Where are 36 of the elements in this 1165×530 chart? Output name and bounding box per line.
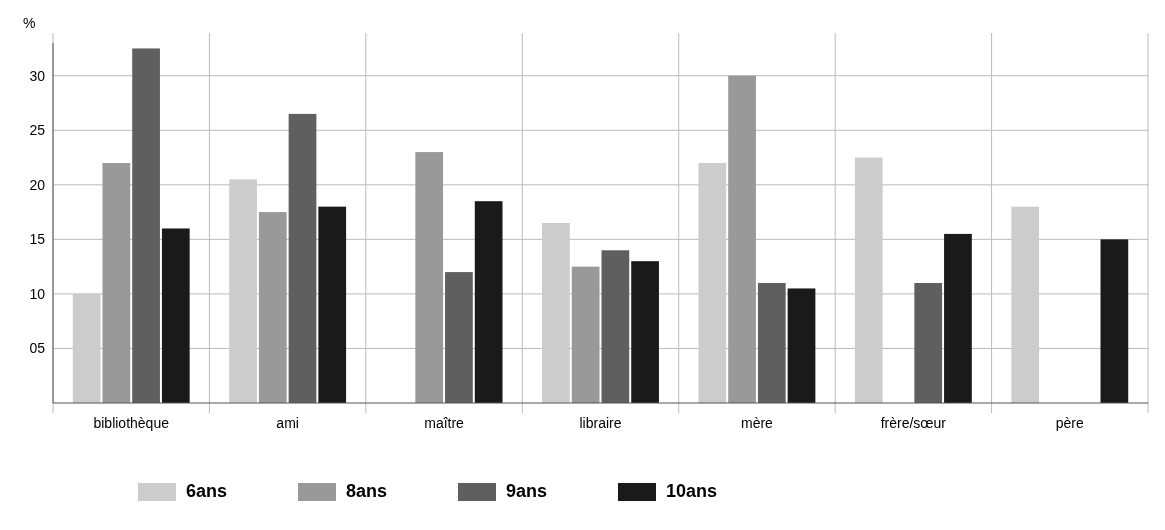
legend-label: 10ans [666, 481, 718, 501]
y-axis-title: % [23, 15, 36, 31]
bar [72, 293, 101, 403]
x-tick-label: mère [740, 415, 774, 431]
bar [854, 157, 883, 403]
x-tick-label: maître [424, 415, 465, 431]
bar [161, 228, 190, 403]
x-tick-label: ami [276, 415, 299, 431]
legend-label: 6ans [186, 481, 228, 501]
y-tick-label: 20 [29, 176, 46, 193]
y-tick-label: 30 [29, 67, 46, 84]
x-tick-label: père [1055, 415, 1084, 431]
y-tick-label: 05 [29, 340, 46, 357]
bar [571, 266, 600, 403]
legend-label: 9ans [506, 481, 548, 501]
bar [944, 233, 972, 403]
y-tick-label: 25 [29, 122, 46, 139]
bar [698, 163, 727, 403]
x-tick-label: frère/sœur [880, 415, 947, 431]
bar [474, 201, 503, 403]
bar [102, 163, 131, 403]
x-tick-label: bibliothèque [93, 415, 170, 431]
bar [787, 288, 816, 403]
bar [1011, 206, 1040, 403]
bar [258, 212, 287, 403]
bar [631, 261, 659, 403]
y-tick-label: 15 [29, 231, 46, 248]
bar [229, 179, 257, 403]
bar [318, 206, 347, 403]
bar [1100, 239, 1129, 403]
legend-label: 8ans [346, 481, 388, 501]
bar [542, 223, 570, 403]
bar [415, 152, 444, 403]
x-tick-label: libraire [579, 415, 622, 431]
bar [728, 75, 756, 403]
y-tick-label: 10 [29, 285, 46, 302]
